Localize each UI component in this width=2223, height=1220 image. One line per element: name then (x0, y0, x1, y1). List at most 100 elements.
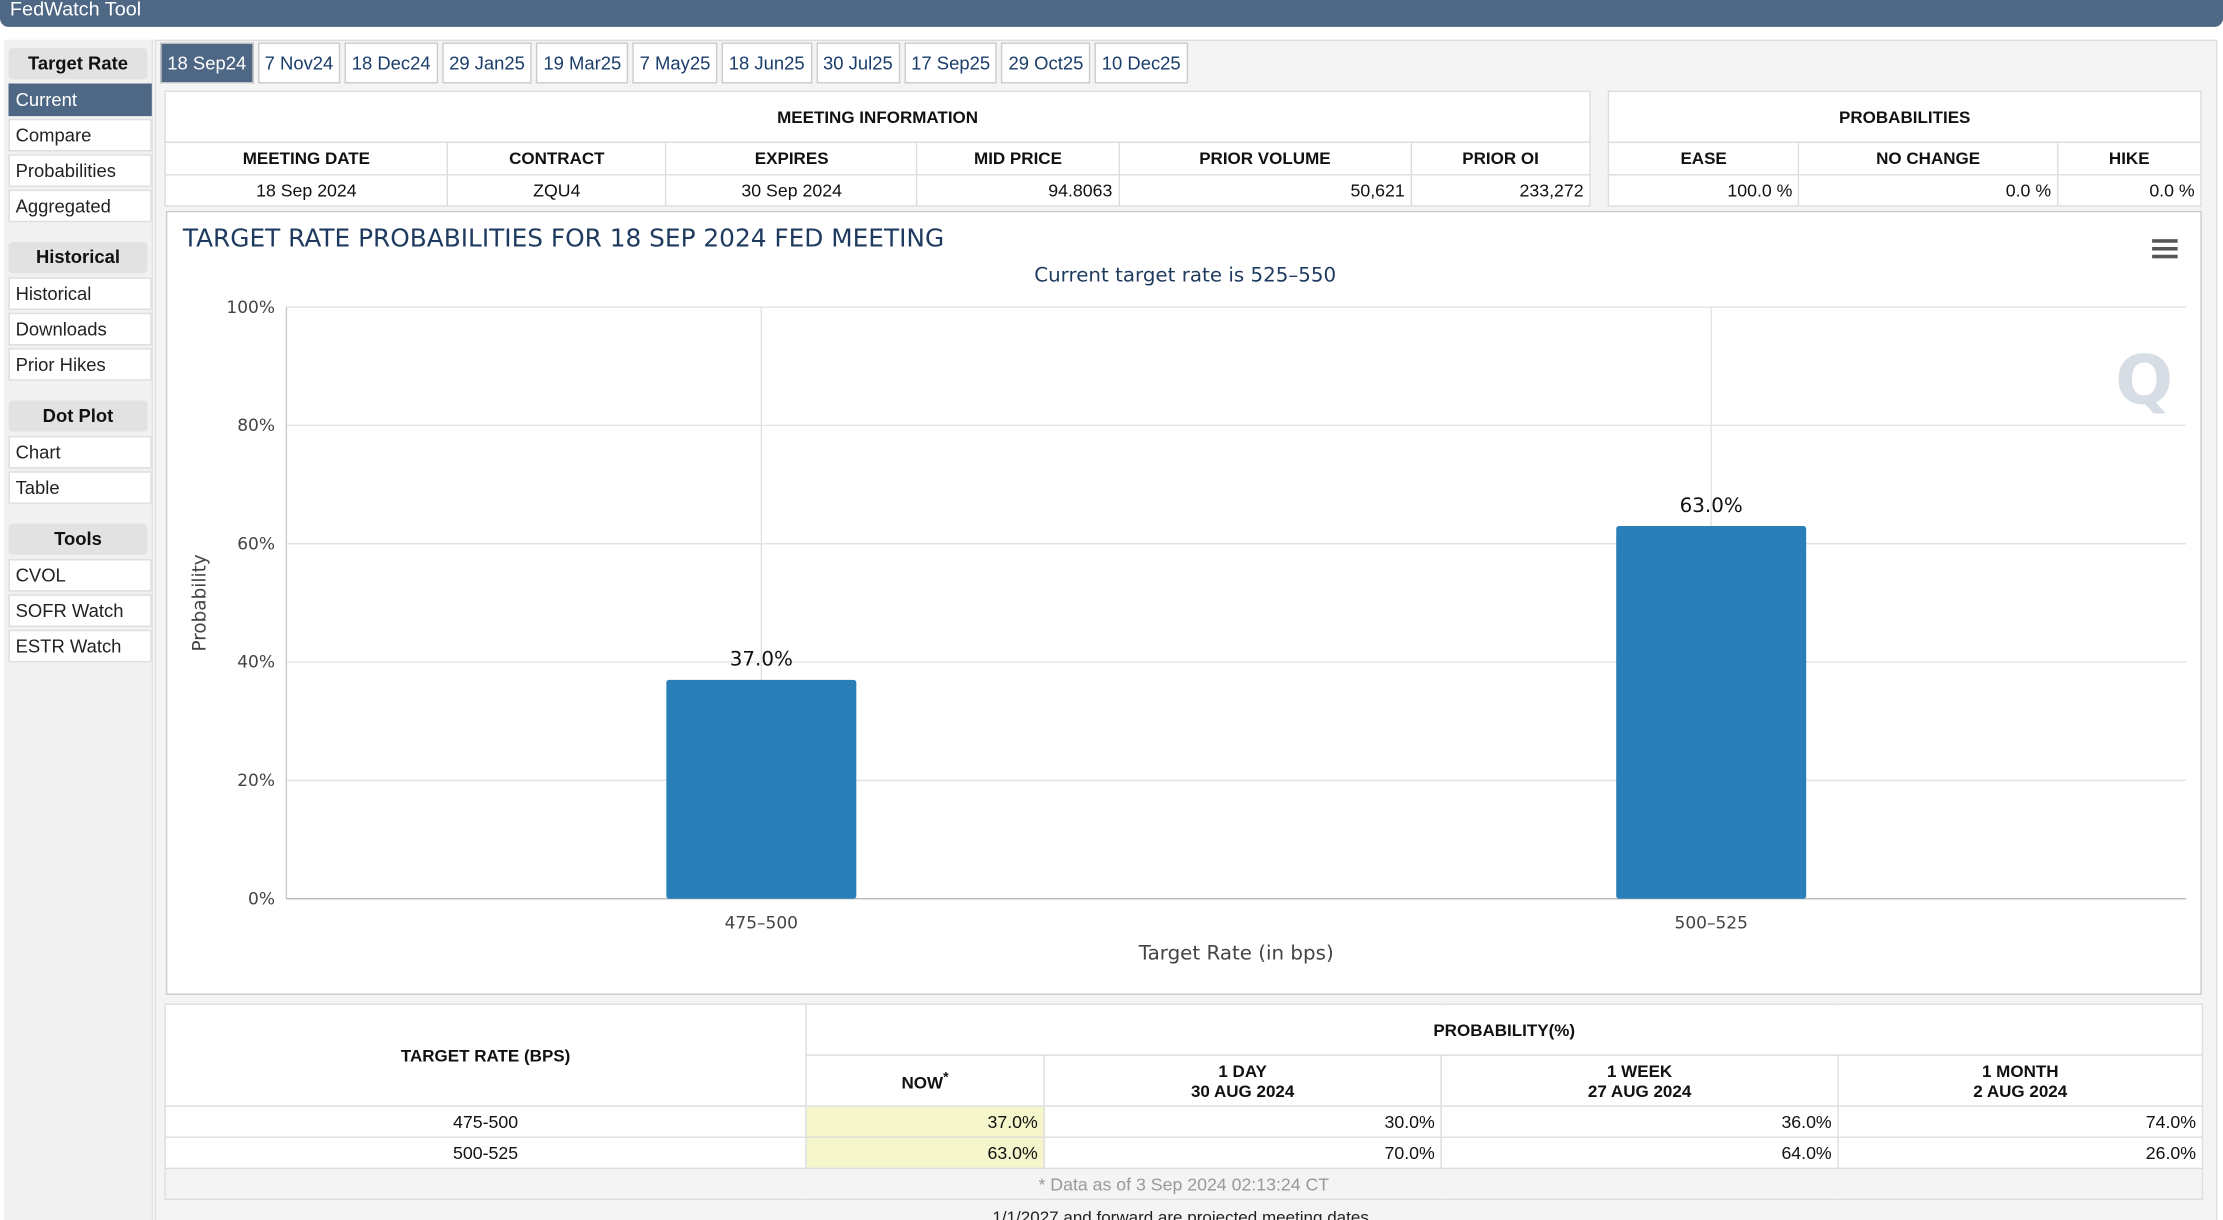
meeting-tab[interactable]: 10 Dec25 (1094, 42, 1188, 84)
meeting-tab[interactable]: 29 Oct25 (1001, 42, 1091, 84)
column-date: 2 AUG 2024 (1973, 1080, 2068, 1101)
column-header: NO CHANGE (1798, 141, 2059, 176)
sidebar-heading: Tools (8, 523, 148, 555)
y-tick-label: 100% (226, 298, 275, 318)
data-label: 63.0% (1680, 494, 1743, 517)
cell: 37.0% (805, 1105, 1045, 1138)
cell: 233,272 (1410, 174, 1591, 207)
meeting-tab[interactable]: 18 Dec24 (344, 42, 438, 84)
cell: 0.0 % (2056, 174, 2202, 207)
cell: ZQU4 (446, 174, 667, 207)
bar (666, 679, 857, 899)
header-row: MEETING DATE CONTRACT EXPIRES MID PRICE PRIO… (164, 141, 1591, 176)
group-header: PROBABILITY(%) (805, 1003, 2204, 1056)
column-header: EASE (1607, 141, 1800, 176)
row-header: TARGET RATE (BPS) (164, 1003, 807, 1107)
column-header: CONTRACT (446, 141, 667, 176)
meeting-tab[interactable]: 18 Jun25 (721, 42, 812, 84)
cell: 50,621 (1118, 174, 1412, 207)
column-title: 1 MONTH (1981, 1060, 2059, 1081)
sidebar-link[interactable]: Downloads (8, 312, 152, 346)
sidebar: Target Rate Current Compare Probabilities Ag… (4, 39, 154, 1220)
title-row: PROBABILITIES (1607, 90, 2202, 143)
column-date: 30 AUG 2024 (1190, 1080, 1295, 1101)
data-row: 18 Sep 2024 ZQU4 30 Sep 2024 94.8063 50,621 2… (164, 174, 1591, 207)
sidebar-link[interactable]: SOFR Watch (8, 594, 152, 627)
column-mark: * (943, 1069, 949, 1085)
meeting-tabs: 18 Sep24 7 Nov24 18 Dec24 29 Jan25 19 Mar25 7… (160, 42, 1192, 84)
meeting-tab[interactable]: 7 Nov24 (257, 42, 341, 84)
chart: TARGET RATE PROBABILITIES FOR 18 SEP 202… (182, 223, 2187, 965)
x-tick-label: 475–500 (725, 913, 798, 933)
column-header: 1 WEEK 27 AUG 2024 (1440, 1054, 1839, 1107)
y-tick-label: 80% (237, 416, 275, 436)
cell: 70.0% (1043, 1136, 1442, 1170)
column-title: 1 WEEK (1606, 1060, 1673, 1081)
sidebar-link[interactable]: Probabilities (8, 154, 152, 187)
data-label: 37.0% (730, 648, 793, 671)
sidebar-link[interactable]: Table (8, 471, 152, 504)
app-title: FedWatch Tool (9, 0, 142, 20)
footnote-row: * Data as of 3 Sep 2024 02:13:24 CT (164, 1167, 2204, 1201)
column-header: HIKE (2056, 141, 2202, 176)
header-row: EASE NO CHANGE HIKE (1607, 141, 2202, 176)
column-date: 27 AUG 2024 (1587, 1080, 1692, 1101)
sidebar-link[interactable]: Compare (8, 118, 152, 152)
sidebar-link[interactable]: Chart (8, 435, 152, 469)
menu-icon[interactable] (2152, 239, 2178, 259)
cell: 100.0 % (1607, 174, 1800, 207)
meeting-tab[interactable]: 30 Jul25 (815, 42, 900, 84)
table-title: PROBABILITIES (1607, 90, 2202, 143)
x-axis-label: Target Rate (in bps) (1138, 942, 1334, 965)
probability-table: TARGET RATE (BPS) PROBABILITY(%) NOW* 1 DAY… (164, 1003, 2204, 1201)
y-tick-label: 40% (237, 653, 275, 673)
cell: 18 Sep 2024 (164, 174, 449, 207)
chart-subtitle: Current target rate is 525–550 (1034, 264, 1336, 287)
sidebar-link[interactable]: Current (8, 83, 152, 117)
cell: 0.0 % (1798, 174, 2059, 207)
bar (1616, 526, 1807, 899)
meeting-tab[interactable]: 7 May25 (632, 42, 718, 84)
cell: 94.8063 (916, 174, 1120, 207)
sidebar-link[interactable]: CVOL (8, 559, 152, 592)
data-row: 500-525 63.0% 70.0% 64.0% 26.0% (164, 1136, 2204, 1170)
cell: 30.0% (1043, 1105, 1442, 1138)
column-header: MEETING DATE (164, 141, 449, 176)
column-header: PRIOR VOLUME (1118, 141, 1412, 176)
footnote: * Data as of 3 Sep 2024 02:13:24 CT (164, 1167, 2204, 1201)
column-header: MID PRICE (916, 141, 1120, 176)
cell: 63.0% (805, 1136, 1045, 1170)
meeting-tab[interactable]: 19 Mar25 (536, 42, 629, 84)
meeting-tab[interactable]: 18 Sep24 (160, 42, 254, 84)
sidebar-link[interactable]: Prior Hikes (8, 348, 152, 381)
y-axis-label: Probability (190, 554, 211, 651)
spacer (4, 504, 151, 515)
probabilities-table: PROBABILITIES EASE NO CHANGE HIKE 100.0 % 0.0… (1607, 90, 2202, 207)
bottom-note: 1/1/2027 and forward are projected meeti… (992, 1207, 1369, 1220)
x-tick-label: 500–525 (1675, 913, 1748, 933)
y-tick-label: 0% (248, 889, 275, 909)
watermark: Q (2115, 341, 2173, 420)
column-header: EXPIRES (665, 141, 918, 176)
spacer (4, 662, 151, 673)
meeting-tab[interactable]: 29 Jan25 (441, 42, 533, 84)
sidebar-link[interactable]: ESTR Watch (8, 629, 152, 663)
column-header: NOW* (805, 1054, 1045, 1107)
data-row: 100.0 % 0.0 % 0.0 % (1607, 174, 2202, 207)
cell: 475-500 (164, 1105, 807, 1138)
sidebar-heading: Dot Plot (8, 400, 148, 432)
cell: 500-525 (164, 1136, 807, 1170)
meeting-tab[interactable]: 17 Sep25 (904, 42, 998, 84)
cell: 26.0% (1837, 1136, 2204, 1170)
top-bar: FedWatch Tool (0, 0, 2223, 27)
column-header: 1 DAY 30 AUG 2024 (1043, 1054, 1442, 1107)
sidebar-link[interactable]: Historical (8, 277, 152, 310)
chart-title: TARGET RATE PROBABILITIES FOR 18 SEP 202… (182, 223, 944, 252)
cell: 30 Sep 2024 (665, 174, 918, 207)
sidebar-link[interactable]: Aggregated (8, 189, 152, 223)
data-row: 475-500 37.0% 30.0% 36.0% 74.0% (164, 1105, 2204, 1138)
column-title: 1 DAY (1218, 1060, 1267, 1081)
table-title: MEETING INFORMATION (164, 90, 1591, 143)
column-title: NOW (901, 1072, 944, 1092)
